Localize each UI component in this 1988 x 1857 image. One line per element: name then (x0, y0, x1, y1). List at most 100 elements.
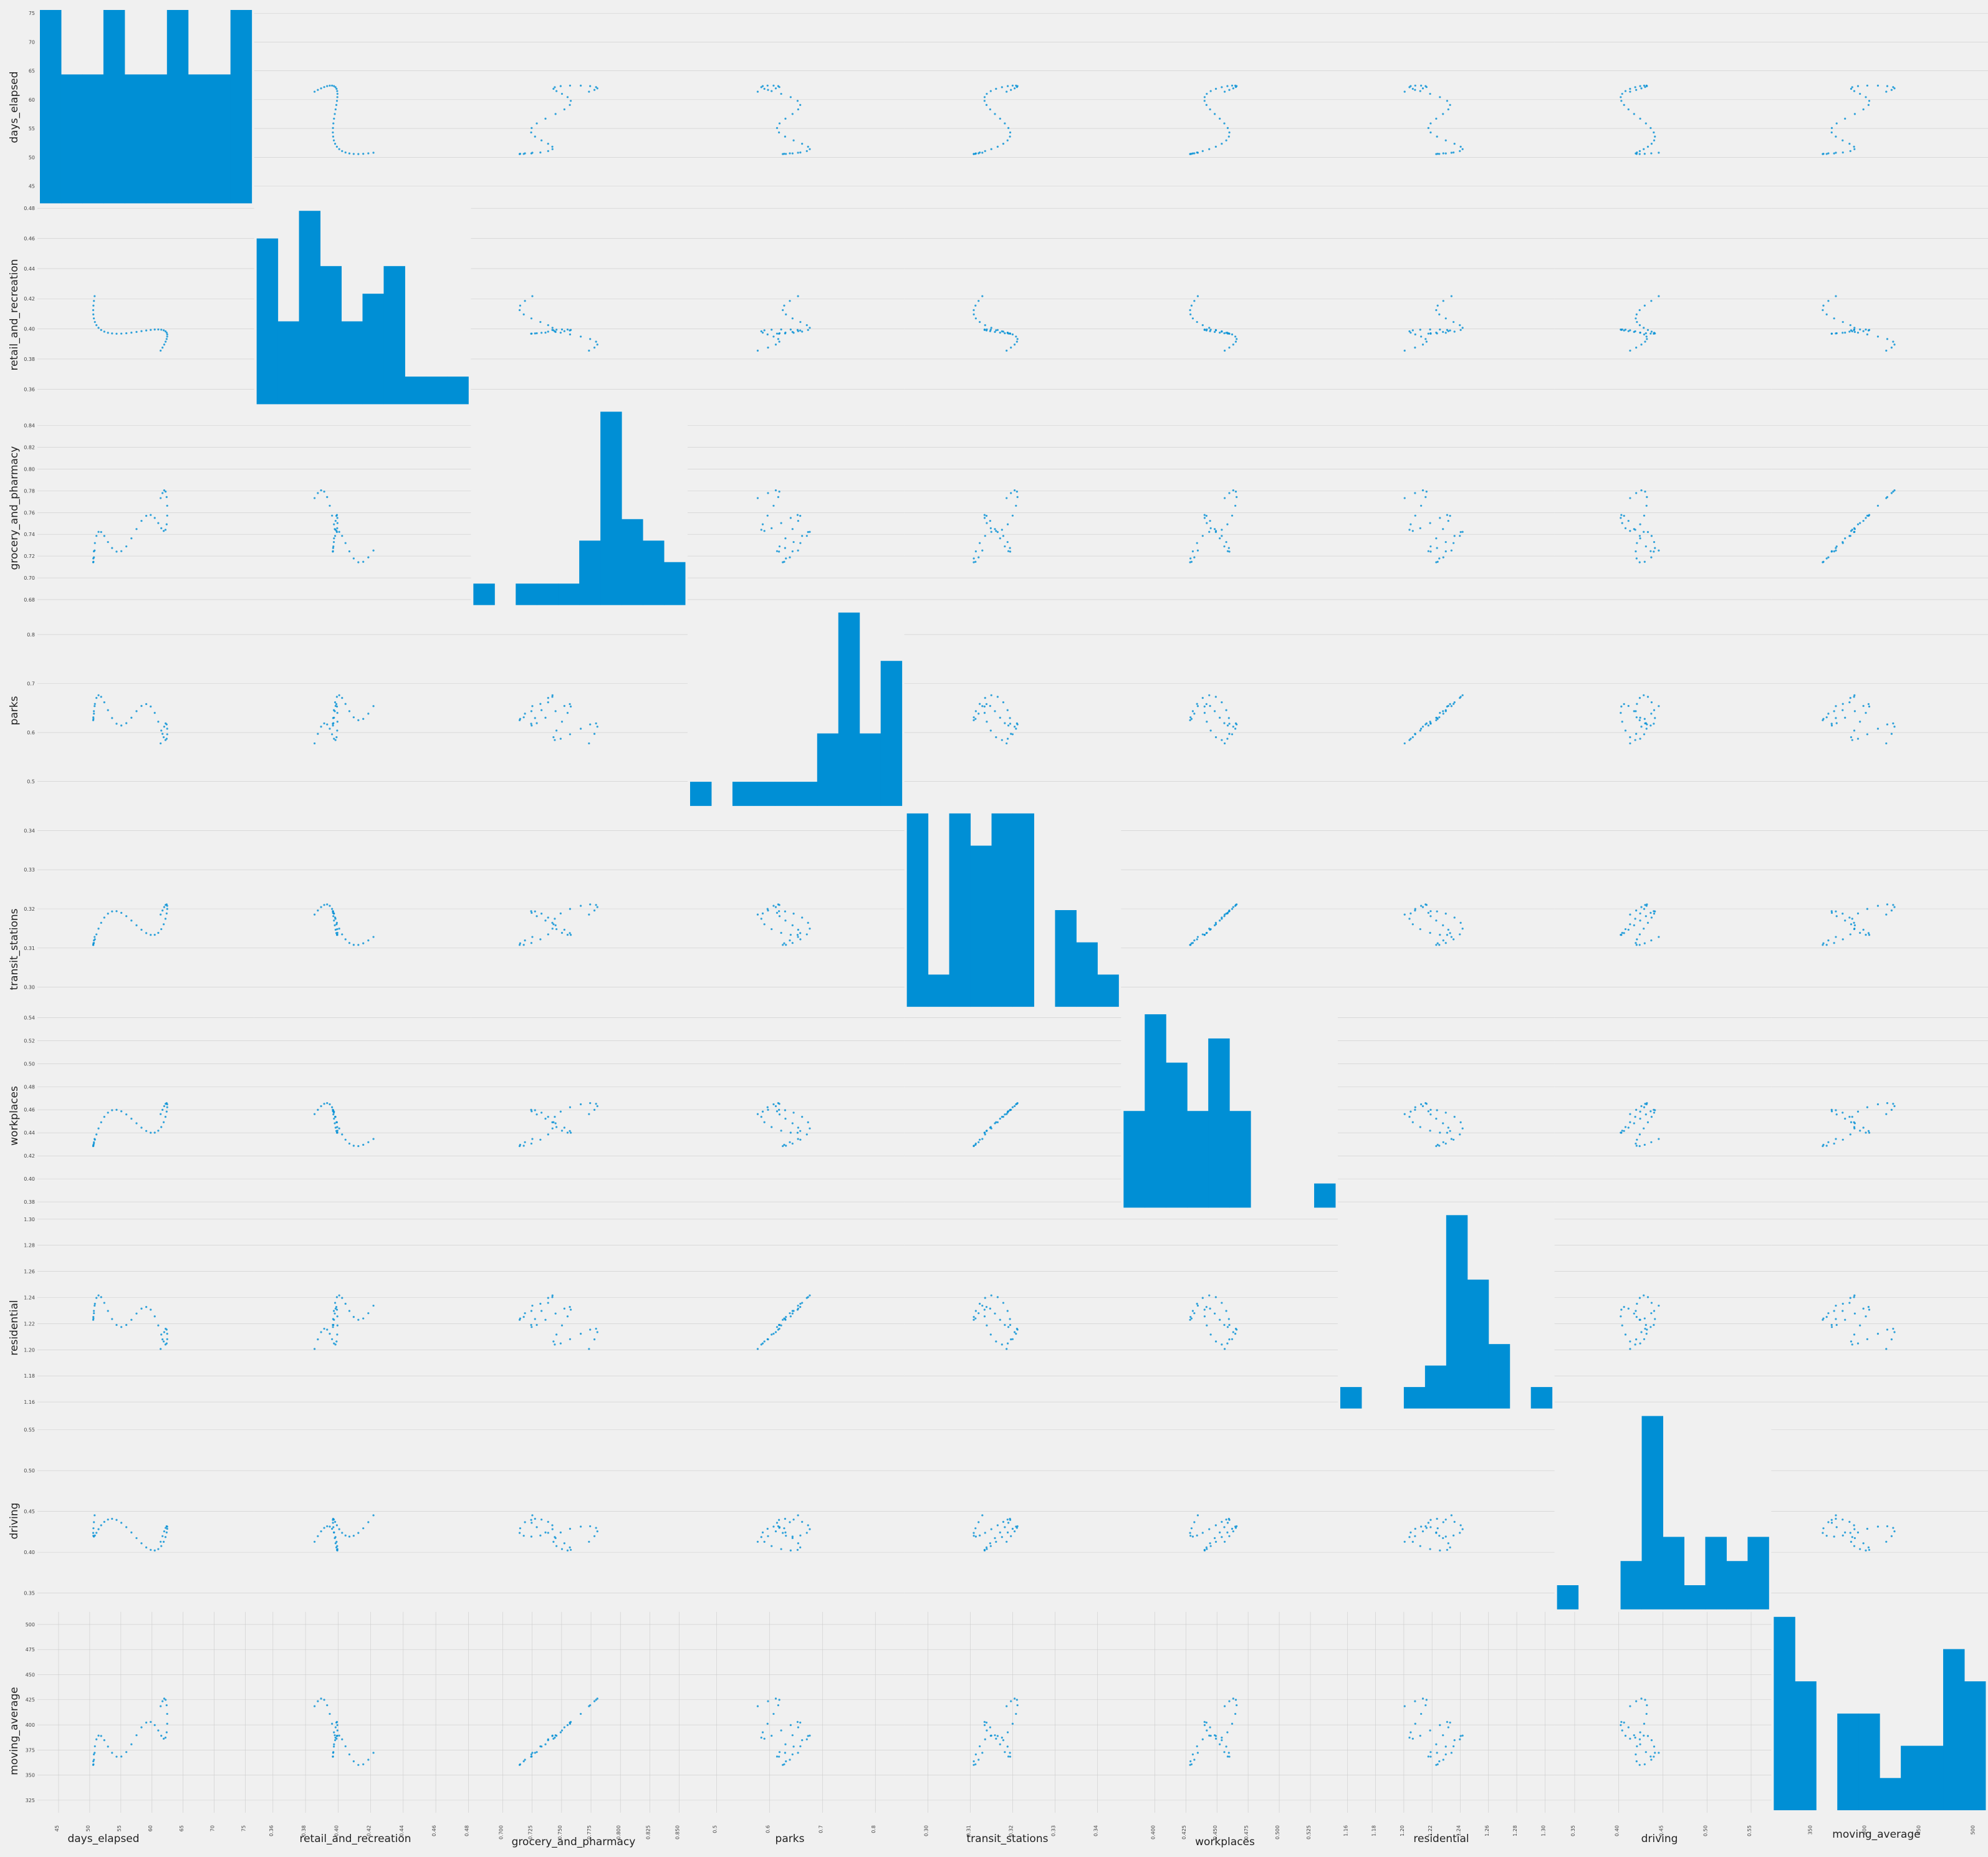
scatter-point (157, 328, 160, 331)
scatter-point (580, 727, 582, 730)
scatter-point (756, 913, 759, 916)
scatter-point (1225, 540, 1227, 544)
scatter-point (1408, 330, 1411, 333)
y-tick-label-grocery-and-pharmacy: 0.84 (24, 423, 35, 429)
scatter-point (1453, 542, 1455, 544)
scatter-point (1438, 153, 1441, 155)
scatter-point (1867, 703, 1870, 706)
scatter-point (1850, 329, 1853, 332)
scatter-point (1442, 556, 1444, 559)
scatter-point (1654, 547, 1656, 549)
scatter-point (160, 928, 163, 931)
scatter-point (97, 1734, 100, 1737)
scatter-point (341, 697, 343, 699)
scatter-point (1213, 330, 1216, 333)
scatter-point (95, 535, 98, 537)
scatter-point (531, 295, 534, 297)
scatter-point (115, 722, 118, 725)
scatter-point (1438, 557, 1441, 560)
scatter-point (1865, 1131, 1867, 1134)
y-tick-label-workplaces: 0.46 (24, 1107, 35, 1113)
scatter-point (334, 1542, 337, 1545)
scatter-point (1189, 313, 1192, 316)
scatter-point (805, 1532, 808, 1534)
scatter-point (1635, 1753, 1637, 1756)
scatter-point (100, 1121, 102, 1124)
scatter-point (1223, 90, 1226, 93)
scatter-point (547, 1297, 549, 1299)
scatter-point (1234, 335, 1237, 338)
scatter-point (135, 1312, 138, 1315)
x-axis-label-days-elapsed: days_elapsed (67, 1833, 139, 1845)
scatter-point (552, 923, 555, 926)
scatter-point (791, 152, 794, 155)
scatter-point (1002, 143, 1005, 145)
x-tick-label-transit-stations: 0.30 (924, 1825, 929, 1836)
scatter-point (95, 933, 98, 936)
scatter-point (332, 122, 335, 125)
scatter-point (1228, 1755, 1231, 1758)
scatter-point (1007, 550, 1010, 552)
scatter-point (563, 704, 565, 708)
histogram-bar-days-elapsed (166, 10, 189, 204)
scatter-point (1228, 1535, 1231, 1537)
scatter-point (1011, 1527, 1014, 1530)
scatter-point (1439, 1724, 1441, 1726)
scatter-point (552, 736, 555, 739)
histogram-bar-workplaces (1314, 1183, 1336, 1208)
scatter-point (1853, 327, 1856, 329)
scatter-point (782, 309, 784, 312)
scatter-point (1214, 530, 1217, 534)
scatter-point (994, 710, 996, 713)
scatter-point (799, 1130, 802, 1132)
scatter-point (569, 703, 571, 706)
scatter-point (809, 1294, 811, 1297)
scatter-point (1009, 1323, 1012, 1327)
scatter-point (317, 1700, 319, 1702)
scatter-point (335, 1737, 338, 1740)
x-tick-label-parks: 0.7 (818, 1825, 824, 1833)
scatter-point (809, 1127, 811, 1130)
scatter-point (1650, 701, 1653, 704)
scatter-point (778, 545, 781, 548)
scatter-point (157, 721, 160, 723)
scatter-point (776, 127, 779, 129)
scatter-point (985, 514, 988, 517)
scatter-point (989, 1726, 991, 1729)
scatter-point (166, 1712, 168, 1715)
scatter-point (1436, 717, 1439, 720)
scatter-point (1436, 560, 1439, 563)
scatter-point (1444, 942, 1447, 944)
scatter-point (145, 703, 148, 706)
scatter-point (1449, 1721, 1451, 1724)
scatter-point (551, 696, 554, 698)
y-tick-label-workplaces: 0.54 (24, 1015, 35, 1020)
scatter-point (1639, 1117, 1641, 1120)
scatter-point (140, 704, 143, 708)
scatter-point (1893, 1530, 1896, 1533)
scatter-point (1830, 1323, 1833, 1327)
scatter-point (1010, 1338, 1012, 1341)
y-tick-label-retail-and-recreation: 0.44 (24, 266, 35, 272)
scatter-point (1623, 1306, 1625, 1308)
scatter-point (1853, 1294, 1856, 1297)
scatter-point (989, 527, 992, 529)
scatter-point (1833, 1535, 1835, 1538)
scatter-point (559, 912, 562, 914)
scatter-point (107, 1310, 109, 1312)
scatter-point (784, 135, 786, 138)
scatter-point (789, 1312, 791, 1315)
x-tick-label-residential: 1.20 (1400, 1825, 1405, 1836)
scatter-point (97, 1528, 100, 1530)
scatter-point (535, 915, 538, 918)
scatter-point (981, 1514, 984, 1517)
histogram-bar-residential (1530, 1387, 1553, 1409)
scatter-point (341, 150, 343, 152)
scatter-point (563, 1307, 565, 1310)
y-tick-label-workplaces: 0.52 (24, 1038, 35, 1044)
scatter-point (783, 153, 785, 155)
scatter-point (333, 1342, 335, 1345)
scatter-point (554, 924, 557, 926)
scatter-point (1002, 535, 1005, 537)
scatter-point (989, 1333, 992, 1336)
